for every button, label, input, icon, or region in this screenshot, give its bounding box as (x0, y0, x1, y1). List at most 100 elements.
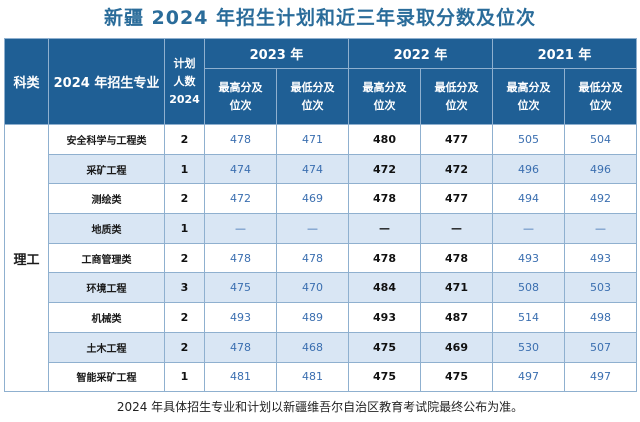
header-min-line1: 最低分及 (290, 80, 335, 94)
score-cell: 478 (348, 183, 421, 215)
admission-table: 科类 2024 年招生专业 计划 人数 2024 2023 年 2022 年 2… (4, 38, 637, 393)
header-year-2022: 2022 年 (348, 38, 493, 69)
category-cell: 理工 (4, 123, 49, 393)
score-cell: 478 (204, 331, 277, 363)
major-cell: 安全科学与工程类 (48, 124, 165, 155)
header-max-line1: 最高分及 (218, 80, 263, 94)
score-cell: — (564, 213, 637, 244)
header-year-2023: 2023 年 (204, 38, 349, 69)
table-row: 采矿工程 1 474 474 472 472 496 496 (5, 153, 637, 185)
plan-cell: 1 (164, 361, 205, 393)
major-cell: 测绘类 (48, 183, 165, 215)
footnote: 2024 年具体招生专业和计划以新疆维吾尔自治区教育考试院最终公布为准。 (116, 400, 524, 414)
score-cell: 477 (420, 183, 493, 215)
score-cell: — (276, 213, 349, 244)
score-cell: 496 (564, 153, 637, 185)
major-cell: 工商管理类 (48, 242, 165, 274)
score-cell: 478 (276, 242, 349, 274)
table-row: 环境工程 3 475 470 484 471 508 503 (5, 272, 637, 304)
major-cell: 地质类 (48, 213, 165, 244)
plan-cell: 2 (164, 183, 205, 215)
score-cell: 472 (204, 183, 277, 215)
score-cell: 478 (348, 242, 421, 274)
score-cell: 474 (276, 153, 349, 185)
score-cell: — (492, 213, 565, 244)
score-cell: 478 (204, 124, 277, 155)
plan-cell: 2 (164, 124, 205, 155)
header-major: 2024 年招生专业 (48, 38, 165, 125)
score-cell: 530 (492, 331, 565, 363)
score-cell: 480 (348, 124, 421, 155)
score-cell: 493 (348, 302, 421, 333)
header-plan-line1: 计划 (173, 56, 196, 70)
header-max-line2: 位次 (229, 98, 252, 112)
header-plan: 计划 人数 2024 (164, 38, 205, 125)
score-cell: 514 (492, 302, 565, 333)
header-2021-min: 最低分及 位次 (564, 68, 637, 125)
plan-cell: 2 (164, 242, 205, 274)
score-cell: 492 (564, 183, 637, 215)
score-cell: 484 (348, 272, 421, 304)
table-row: 理工 安全科学与工程类 2 478 471 480 477 505 504 (4, 123, 637, 393)
score-cell: 496 (492, 153, 565, 185)
score-cell: 481 (276, 361, 349, 393)
score-cell: 504 (564, 124, 637, 155)
score-cell: 475 (204, 272, 277, 304)
plan-cell: 2 (164, 302, 205, 333)
header-min-line2: 位次 (301, 98, 324, 112)
score-cell: — (204, 213, 277, 244)
header-min-line1: 最低分及 (578, 80, 623, 94)
header-2023-max: 最高分及 位次 (204, 68, 277, 125)
major-cell: 智能采矿工程 (48, 361, 165, 393)
score-cell: 475 (420, 361, 493, 393)
score-cell: 475 (348, 361, 421, 393)
score-cell: 493 (492, 242, 565, 274)
plan-cell: 1 (164, 153, 205, 185)
score-cell: 508 (492, 272, 565, 304)
score-cell: 472 (348, 153, 421, 185)
score-cell: 469 (420, 331, 493, 363)
score-cell: 478 (204, 242, 277, 274)
score-cell: 475 (348, 331, 421, 363)
header-min-line2: 位次 (589, 98, 612, 112)
score-cell: 487 (420, 302, 493, 333)
plan-cell: 1 (164, 213, 205, 244)
page-title: 新疆 2024 年招生计划和近三年录取分数及位次 (103, 7, 537, 29)
score-cell: 470 (276, 272, 349, 304)
score-cell: 468 (276, 331, 349, 363)
score-cell: 481 (204, 361, 277, 393)
score-cell: 497 (564, 361, 637, 393)
header-max-line2: 位次 (517, 98, 540, 112)
table-row: 测绘类 2 472 469 478 477 494 492 (5, 183, 637, 215)
score-cell: 471 (276, 124, 349, 155)
score-cell: 469 (276, 183, 349, 215)
header-year-2021: 2021 年 (492, 38, 637, 69)
score-cell: 478 (420, 242, 493, 274)
major-cell: 环境工程 (48, 272, 165, 304)
score-cell: 489 (276, 302, 349, 333)
table-row: 工商管理类 2 478 478 478 478 493 493 (5, 242, 637, 274)
score-cell: 507 (564, 331, 637, 363)
header-min-line1: 最低分及 (434, 80, 479, 94)
score-cell: — (420, 213, 493, 244)
score-cell: 493 (564, 242, 637, 274)
score-cell: 498 (564, 302, 637, 333)
score-cell: 493 (204, 302, 277, 333)
header-2022-max: 最高分及 位次 (348, 68, 421, 125)
header-plan-line2: 人数 (173, 74, 196, 88)
score-cell: 503 (564, 272, 637, 304)
table-row: 土木工程 2 478 468 475 469 530 507 (5, 331, 637, 363)
header-max-line1: 最高分及 (362, 80, 407, 94)
table-row: 智能采矿工程 1 481 481 475 475 497 497 (5, 361, 637, 393)
header-max-line1: 最高分及 (506, 80, 551, 94)
score-cell: 472 (420, 153, 493, 185)
header-2021-max: 最高分及 位次 (492, 68, 565, 125)
header-2022-min: 最低分及 位次 (420, 68, 493, 125)
header-2023-min: 最低分及 位次 (276, 68, 349, 125)
plan-cell: 2 (164, 331, 205, 363)
table-row: 机械类 2 493 489 493 487 514 498 (5, 302, 637, 333)
header-plan-line3: 2024 (169, 92, 200, 106)
plan-cell: 3 (164, 272, 205, 304)
score-cell: — (348, 213, 421, 244)
score-cell: 494 (492, 183, 565, 215)
